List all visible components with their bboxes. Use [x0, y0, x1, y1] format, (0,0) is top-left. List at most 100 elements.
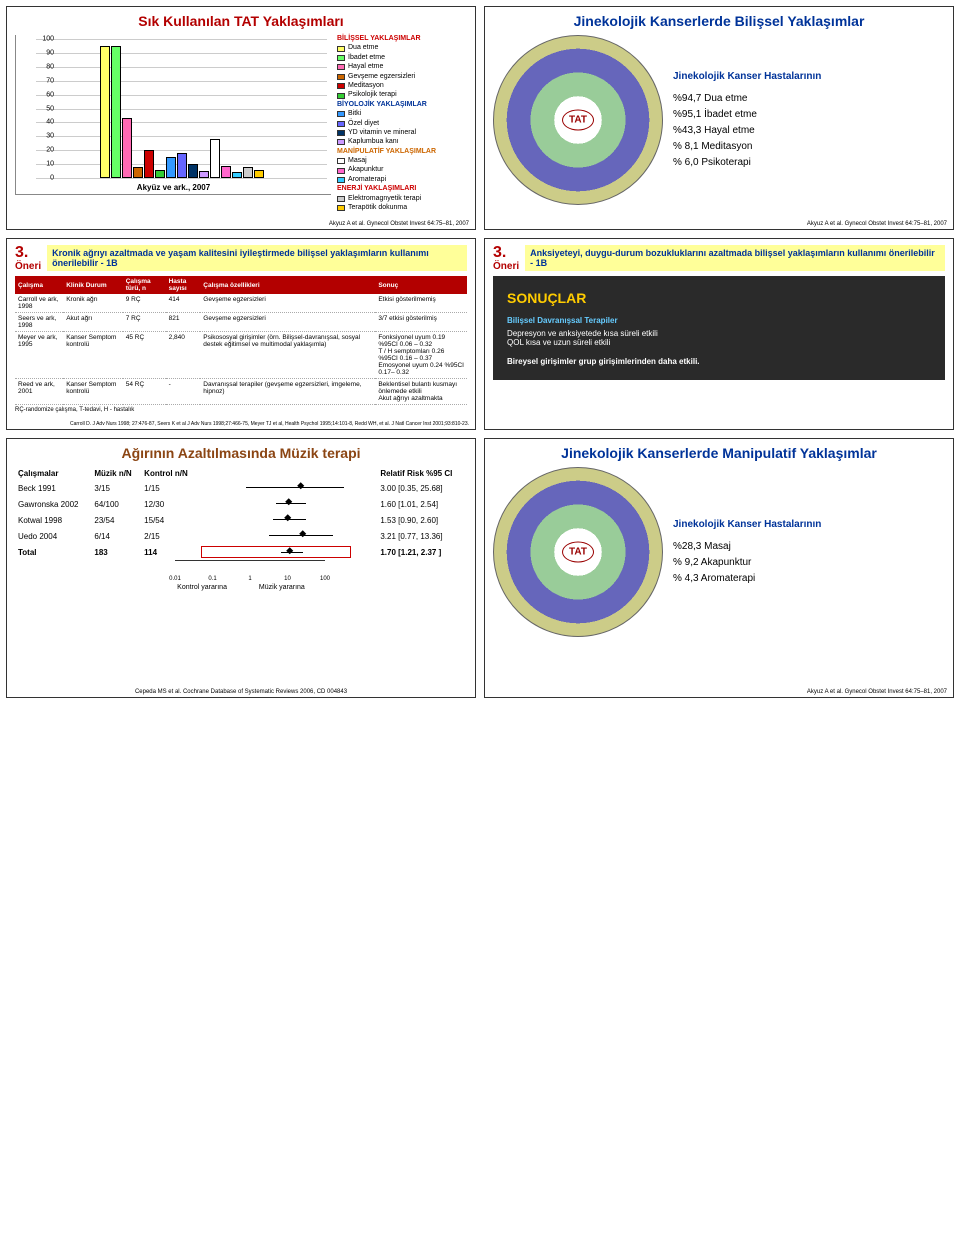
stat-line: % 4,3 Aromaterapi [673, 571, 821, 587]
cell: 9 RÇ [123, 294, 166, 313]
cell: Kanser Semptom kontrolü [63, 379, 123, 405]
bar [188, 164, 198, 178]
table-row: Gawronska 200264/10012/301.60 [1.01, 2.5… [15, 496, 467, 512]
legend-group-header: ENERJİ YAKLAŞIMLARI [337, 185, 467, 193]
legend-label: Aromaterapi [348, 176, 386, 184]
legend-item: Meditasyon [337, 82, 467, 90]
slide-4: 3. Öneri Anksiyeteyi, duygu-durum bozukl… [484, 238, 954, 430]
table-row: Seers ve ark, 1998Akut ağrı7 RÇ821Gevşem… [15, 313, 467, 332]
legend-item: Akapunktur [337, 166, 467, 174]
bar [111, 46, 121, 178]
cell: Etkisi gösterilmemiş [375, 294, 467, 313]
cell: 12/30 [141, 496, 198, 512]
s2-stats-hd: Jinekolojik Kanser Hastalarının [673, 69, 821, 85]
col-header [198, 467, 377, 480]
cell: 45 RÇ [123, 332, 166, 379]
bar [254, 170, 264, 178]
legend-item: Bitki [337, 110, 467, 118]
legend-label: Hayal etme [348, 63, 383, 71]
col-header: Sonuç [375, 276, 467, 294]
s2-stats: Jinekolojik Kanser Hastalarının %94,7 Du… [673, 69, 821, 171]
s6-footnote: Akyuz A et al. Gynecol Obstet Invest 64:… [807, 689, 947, 695]
cell: Akut ağrı [63, 313, 123, 332]
legend-item: İbadet etme [337, 54, 467, 62]
col-header: Klinik Durum [63, 276, 123, 294]
cell: 2,840 [166, 332, 201, 379]
table-row: Uedo 20046/142/153.21 [0.77, 13.36] [15, 528, 467, 544]
legend-group-header: BİLİŞSEL YAKLAŞIMLAR [337, 35, 467, 43]
cell: Total [15, 544, 91, 560]
legend-swatch [337, 74, 345, 80]
cell: 6/14 [91, 528, 141, 544]
legend-label: Meditasyon [348, 82, 384, 90]
slide5-title: Ağırının Azaltılmasında Müzik terapi [15, 445, 467, 461]
legend-swatch [337, 205, 345, 211]
col-header: Çalışma [15, 276, 63, 294]
forest-cell [198, 528, 377, 544]
s3-table: ÇalışmaKlinik DurumÇalışma türü, nHasta … [15, 276, 467, 405]
s4-txt: Anksiyeteyi, duygu-durum bozukluklarını … [525, 245, 945, 271]
tat-center: TAT [562, 110, 594, 131]
bar [100, 46, 110, 178]
slide-grid: Sık Kullanılan TAT Yaklaşımları 01020304… [6, 6, 954, 698]
s3-numlbl: Öneri [15, 261, 41, 272]
cell: 64/100 [91, 496, 141, 512]
legend-label: Terapötik dokunma [348, 204, 407, 212]
cell: Fonksiyonel uyum 0.19 %95CI 0.06 – 0.32 … [375, 332, 467, 379]
slide-2: Jinekolojik Kanserlerde Bilişsel Yaklaşı… [484, 6, 954, 230]
cell: 2/15 [141, 528, 198, 544]
s5-right-lbl: Müzik yararına [259, 584, 305, 591]
legend-group-header: BİYOLOJİK YAKLAŞIMLAR [337, 101, 467, 109]
cell: 1.60 [1.01, 2.54] [377, 496, 467, 512]
legend-swatch [337, 64, 345, 70]
cell: Seers ve ark, 1998 [15, 313, 63, 332]
legend-swatch [337, 158, 345, 164]
col-header: Relatif Risk %95 CI [377, 467, 467, 480]
legend-swatch [337, 46, 345, 52]
legend-swatch [337, 93, 345, 99]
table-row: Total1831141.70 [1.21, 2.37 ] [15, 544, 467, 560]
bar [155, 170, 165, 178]
table-row: Beck 19913/151/153.00 [0.35, 25.68] [15, 480, 467, 496]
slide2-title: Jinekolojik Kanserlerde Bilişsel Yaklaşı… [493, 13, 945, 29]
bar [177, 153, 187, 178]
slide1-title: Sık Kullanılan TAT Yaklaşımları [15, 13, 467, 29]
cell: Carroll ve ark, 1998 [15, 294, 63, 313]
table-row: Meyer ve ark, 1995Kanser Semptom kontrol… [15, 332, 467, 379]
cell: 1.53 [0.90, 2.60] [377, 512, 467, 528]
stat-line: %94,7 Dua etme [673, 91, 821, 107]
legend-item: Masaj [337, 157, 467, 165]
legend-group-header: MANİPULATİF YAKLAŞIMLAR [337, 148, 467, 156]
cell: Gevşeme egzersizleri [200, 313, 375, 332]
legend-item: Özel diyet [337, 120, 467, 128]
cell: 7 RÇ [123, 313, 166, 332]
legend-swatch [337, 83, 345, 89]
s3-note: RÇ-randomize çalışma, T-tedavi, H - hast… [15, 407, 467, 413]
tat-diagram-2: TAT [493, 467, 663, 637]
s5-table: ÇalışmalarMüzik n/NKontrol n/NRelatif Ri… [15, 467, 467, 560]
cell: 3.00 [0.35, 25.68] [377, 480, 467, 496]
table-row: Kotwal 199823/5415/541.53 [0.90, 2.60] [15, 512, 467, 528]
legend-item: Aromaterapi [337, 176, 467, 184]
s4-sub: Bilişsel Davranışsal Terapiler [507, 316, 931, 325]
cell: 414 [166, 294, 201, 313]
bar [122, 118, 132, 178]
cell: Beck 1991 [15, 480, 91, 496]
stat-line: %28,3 Masaj [673, 539, 821, 555]
legend-item: Elektromagnyetik terapi [337, 195, 467, 203]
axis-tick: 100 [320, 576, 330, 582]
s3-num: 3. [15, 245, 41, 261]
axis-tick: 0.1 [208, 576, 216, 582]
s2-footnote: Akyuz A et al. Gynecol Obstet Invest 64:… [807, 221, 947, 227]
cell: Kanser Semptom kontrolü [63, 332, 123, 379]
s4-line: Depresyon ve anksiyetede kısa süreli etk… [507, 329, 931, 338]
cell: Kotwal 1998 [15, 512, 91, 528]
legend-swatch [337, 177, 345, 183]
cell: 821 [166, 313, 201, 332]
s4-line: QOL kısa ve uzun süreli etkili [507, 338, 931, 347]
stat-line: %95,1 İbadet etme [673, 107, 821, 123]
axis-tick: 1 [248, 576, 251, 582]
s5-left-lbl: Kontrol yararına [177, 584, 227, 591]
s5-footnote: Cepeda MS et al. Cochrane Database of Sy… [7, 689, 475, 695]
s3-refs: Carroll D. J Adv Nurs 1998; 27:476-87, S… [70, 421, 469, 427]
